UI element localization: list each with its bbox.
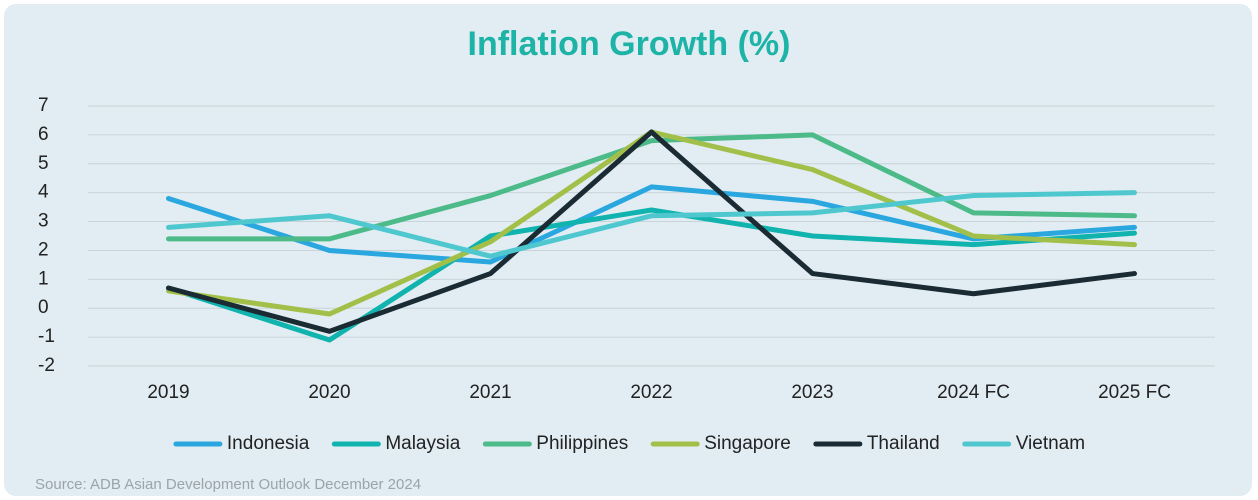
source-note: Source: ADB Asian Development Outlook De… xyxy=(35,476,421,493)
x-tick-label: 2022 xyxy=(630,382,672,403)
series-line xyxy=(166,190,1137,259)
x-tick-label: 2024 FC xyxy=(937,382,1010,403)
legend-label: Philippines xyxy=(536,433,628,454)
series-line xyxy=(166,207,1137,343)
series-line xyxy=(166,132,1137,242)
legend-label: Vietnam xyxy=(1016,433,1085,454)
legend-label: Indonesia xyxy=(227,433,310,454)
series-line xyxy=(166,129,1137,334)
y-tick-label: 2 xyxy=(38,239,49,260)
x-tick-label: 2020 xyxy=(308,382,350,403)
y-tick-label: 5 xyxy=(38,153,49,174)
y-tick-label: -2 xyxy=(38,355,55,376)
y-tick-label: 7 xyxy=(38,95,49,116)
y-tick-label: 4 xyxy=(38,182,49,203)
y-tick-label: 0 xyxy=(38,297,49,318)
chart-title: Inflation Growth (%) xyxy=(468,25,791,63)
legend-label: Singapore xyxy=(704,433,791,454)
y-tick-label: 6 xyxy=(38,124,49,145)
x-tick-label: 2023 xyxy=(791,382,833,403)
y-tick-label: -1 xyxy=(38,326,55,347)
legend-label: Thailand xyxy=(867,433,940,454)
x-tick-label: 2025 FC xyxy=(1098,382,1171,403)
x-tick-label: 2021 xyxy=(469,382,511,403)
y-tick-label: 3 xyxy=(38,211,49,232)
x-tick-label: 2019 xyxy=(147,382,189,403)
legend-label: Malaysia xyxy=(385,433,460,454)
y-tick-label: 1 xyxy=(38,268,49,289)
series-line xyxy=(166,184,1137,265)
